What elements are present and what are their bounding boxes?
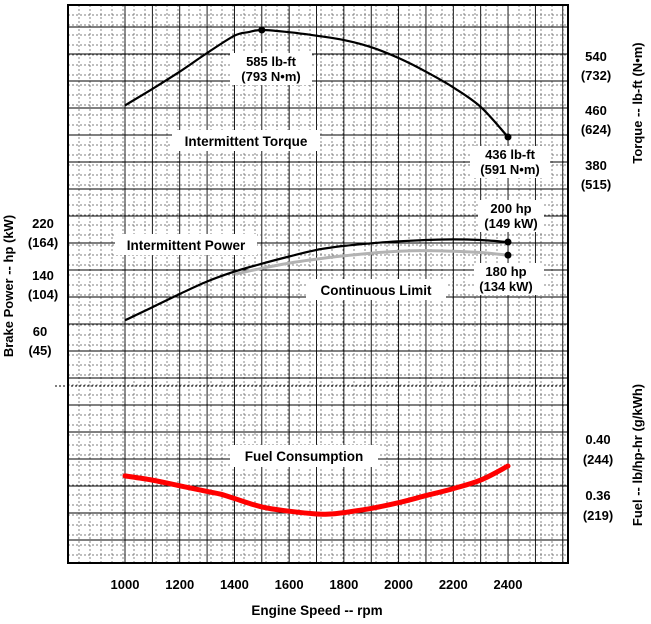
torque-tick-540-metric: (732) [581,68,611,83]
intermittent-torque-line [124,28,509,138]
left-tick-60: 60 [33,324,47,339]
plot-frame [67,4,569,564]
x-tick-label: 2000 [384,577,413,592]
fuel-series-label: Fuel Consumption [245,449,364,464]
power-end-label-bg [478,200,544,232]
left-tick-60-metric: (45) [28,343,51,358]
intermittent-power-line [124,238,509,322]
power-end-label: 200 hp [490,201,531,216]
power-series-label: Intermittent Power [127,238,246,253]
x-tick-label: 1400 [220,577,249,592]
fuel-tick-036-metric: (219) [583,508,613,523]
torque-tick-460: 460 [585,103,607,118]
torque-tick-380: 380 [585,158,607,173]
power-end-label-metric: (149 kW) [484,216,537,231]
continuous-end-label-metric: (134 kW) [479,279,532,294]
continuous-series-label-bg [306,279,446,300]
torque-series-label: Intermittent Torque [185,134,308,149]
left-axis-label: Brake Power -- hp (kW) [1,215,16,357]
torque-end-label-bg [470,146,550,178]
fuel-tick-040-metric: (244) [583,452,613,467]
torque-series-label-bg [172,130,320,151]
torque-end-label-metric: (591 N•m) [480,162,539,177]
power-series-label-bg [115,234,257,255]
series-layer [122,28,511,517]
x-axis-ticks: 1000 1200 1400 1600 1800 2000 2200 2400 [111,577,523,592]
x-axis-label: Engine Speed -- rpm [251,603,382,618]
x-tick-label: 1600 [275,577,304,592]
x-tick-label: 1800 [329,577,358,592]
torque-peak-marker [258,26,266,34]
x-tick-label: 2200 [439,577,468,592]
torque-tick-460-metric: (624) [581,122,611,137]
x-tick-label: 1000 [111,577,140,592]
torque-tick-380-metric: (515) [581,177,611,192]
left-tick-220-metric: (164) [28,235,58,250]
continuous-series-label: Continuous Limit [321,283,432,298]
x-tick-label: 2400 [494,577,523,592]
continuous-limit-line [234,249,509,276]
fuel-tick-036: 0.36 [585,488,610,503]
fuel-axis-label: Fuel -- lb/hp-hr (g/kWh) [630,384,645,526]
torque-peak-label-bg [230,53,312,85]
torque-end-marker [504,133,512,141]
continuous-end-label-bg [474,263,544,295]
x-tick-label: 1200 [165,577,194,592]
torque-tick-540: 540 [585,49,607,64]
continuous-end-label: 180 hp [485,264,526,279]
torque-axis-label: Torque -- lb-ft (N•m) [630,42,645,163]
power-end-marker [504,238,512,246]
torque-peak-label-metric: (793 N•m) [241,69,300,84]
torque-end-label: 436 lb-ft [485,147,536,162]
torque-peak-label: 585 lb-ft [246,54,297,69]
fuel-series-label-bg [230,445,378,467]
left-tick-220: 220 [32,216,54,231]
left-tick-140-metric: (104) [28,287,58,302]
fuel-tick-040: 0.40 [585,432,610,447]
left-tick-140: 140 [32,268,54,283]
continuous-end-marker [504,251,512,259]
fuel-consumption-line [122,463,511,517]
